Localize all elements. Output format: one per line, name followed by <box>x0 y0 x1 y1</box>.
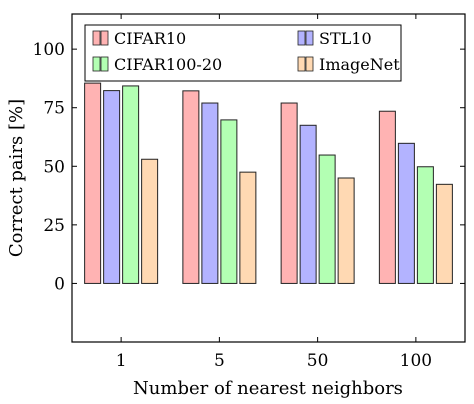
legend-swatch-cifar10 <box>92 30 101 46</box>
legend-swatch-stl10 <box>297 30 306 46</box>
bar-imagenet-50 <box>337 177 355 284</box>
y-axis: 0 25 50 75 100 <box>33 40 465 294</box>
x-axis-label: Number of nearest neighbors <box>133 378 403 399</box>
legend-swatch-cifar10 <box>100 30 109 46</box>
y-tick-label: 25 <box>43 216 65 236</box>
y-tick-label: 75 <box>43 99 65 119</box>
legend-item: CIFAR100-20 <box>92 55 222 74</box>
bar-imagenet-100 <box>435 183 453 284</box>
bar-stl10-50 <box>299 124 317 284</box>
legend-frame <box>84 24 402 82</box>
bar-stl10-100 <box>397 142 415 284</box>
legend-label-cifar100-20: CIFAR100-20 <box>114 55 222 74</box>
legend-swatch-cifar100-20 <box>92 56 101 72</box>
bar-cifar10-5 <box>182 90 200 284</box>
bar-cifar10-50 <box>280 102 298 284</box>
legend-label-imagenet: ImageNet <box>319 55 400 74</box>
x-tick-label: 5 <box>214 351 225 371</box>
bar-imagenet-5 <box>239 171 257 284</box>
y-tick-label: 0 <box>54 274 65 294</box>
x-axis: 1 5 50 100 <box>116 14 432 371</box>
y-axis-label: Correct pairs [%] <box>6 99 27 257</box>
bar-imagenet-1 <box>141 158 159 284</box>
x-tick-label: 1 <box>116 351 127 371</box>
bar-cifar100-20-1 <box>122 85 140 284</box>
bar-cifar100-20-5 <box>220 119 238 284</box>
legend-swatch-stl10 <box>305 30 314 46</box>
y-tick-label: 100 <box>33 40 65 60</box>
bar-cifar10-1 <box>84 82 102 284</box>
x-tick-label: 100 <box>400 351 432 371</box>
legend-label-stl10: STL10 <box>319 29 372 48</box>
bars-layer <box>84 82 453 284</box>
plot-frame <box>71 13 466 343</box>
bar-cifar100-20-100 <box>416 166 434 284</box>
bar-stl10-1 <box>103 90 121 284</box>
legend-item: STL10 <box>297 29 372 48</box>
legend-swatch-imagenet <box>305 56 314 72</box>
legend-swatch-cifar100-20 <box>100 56 109 72</box>
legend-swatch-imagenet <box>297 56 306 72</box>
legend: CIFAR10 STL10 CIFAR100-20 ImageNet <box>84 24 402 82</box>
legend-item: ImageNet <box>297 55 400 74</box>
x-tick-label: 50 <box>307 351 329 371</box>
bar-stl10-5 <box>201 102 219 284</box>
legend-label-cifar10: CIFAR10 <box>114 29 186 48</box>
bar-cifar100-20-50 <box>318 154 336 284</box>
bar-cifar10-100 <box>378 110 396 284</box>
legend-item: CIFAR10 <box>92 29 186 48</box>
y-tick-label: 50 <box>43 157 65 177</box>
